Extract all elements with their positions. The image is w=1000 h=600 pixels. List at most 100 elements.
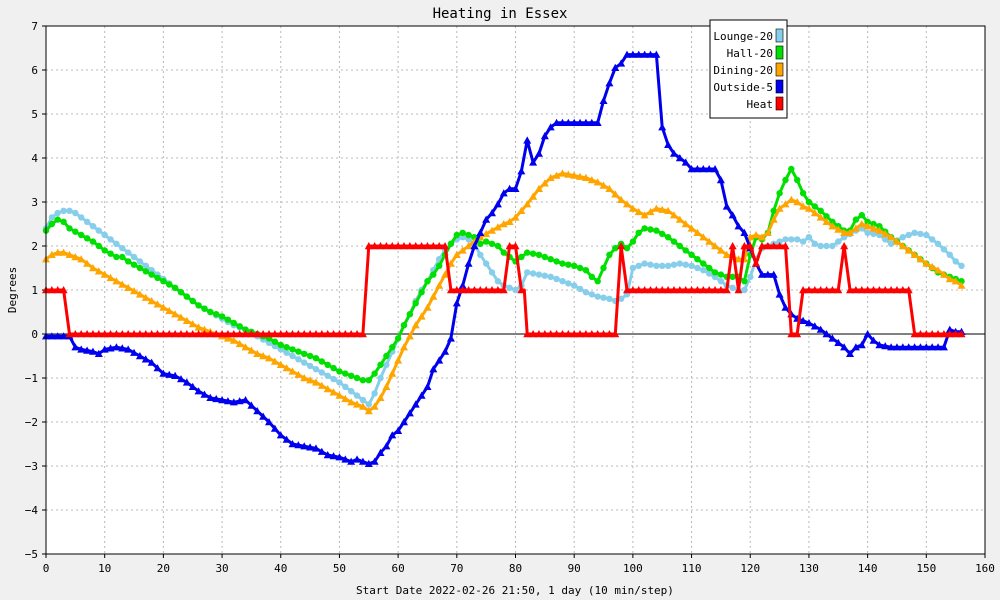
data-point <box>623 245 631 252</box>
x-tick-label: 150 <box>916 562 936 575</box>
data-point <box>581 118 590 126</box>
data-point <box>348 372 355 379</box>
data-point <box>529 158 538 166</box>
data-point <box>171 371 180 379</box>
data-point <box>576 285 584 293</box>
data-point <box>728 211 737 219</box>
data-point <box>453 231 460 239</box>
data-point <box>729 273 736 280</box>
data-point <box>235 397 244 405</box>
data-point <box>271 338 279 345</box>
data-point <box>681 220 690 228</box>
data-point <box>236 323 243 330</box>
data-point <box>464 242 473 250</box>
data-point <box>482 215 491 223</box>
data-point <box>822 330 831 338</box>
data-point <box>182 330 191 338</box>
data-point <box>276 360 285 368</box>
data-point <box>553 275 560 283</box>
data-point <box>136 264 144 272</box>
data-point <box>623 200 632 208</box>
y-axis-label: Degrees <box>6 267 19 313</box>
data-point <box>341 394 350 403</box>
data-point <box>100 330 109 338</box>
data-point <box>816 286 825 294</box>
data-point <box>83 235 91 242</box>
data-point <box>763 242 772 250</box>
data-point <box>488 269 496 276</box>
data-point <box>212 330 221 338</box>
data-point <box>828 286 837 294</box>
data-point <box>176 375 185 383</box>
data-point <box>652 50 661 58</box>
legend-label: Lounge-20 <box>713 30 773 43</box>
data-point <box>135 290 144 298</box>
data-point <box>358 330 367 338</box>
data-point <box>600 294 607 301</box>
data-point <box>834 286 843 294</box>
x-tick-label: 30 <box>215 562 228 575</box>
data-point <box>659 230 666 238</box>
data-point <box>787 195 796 203</box>
data-point <box>488 286 497 294</box>
data-point <box>277 346 284 353</box>
data-point <box>382 382 391 390</box>
data-point <box>247 330 256 338</box>
data-point <box>364 459 373 467</box>
data-point <box>171 330 180 338</box>
data-point <box>429 242 438 250</box>
data-point <box>348 388 355 395</box>
data-point <box>606 251 613 258</box>
data-point <box>951 330 960 338</box>
data-point <box>318 369 325 376</box>
data-point <box>540 330 549 338</box>
data-point <box>729 284 736 291</box>
data-point <box>581 330 590 338</box>
data-point <box>48 220 56 228</box>
data-point <box>142 262 149 269</box>
data-point <box>113 253 120 261</box>
data-point <box>94 349 103 357</box>
data-point <box>675 286 684 294</box>
data-point <box>194 323 203 331</box>
data-point <box>876 223 883 230</box>
data-point <box>864 218 871 225</box>
data-point <box>605 79 614 87</box>
data-point <box>194 387 203 395</box>
data-point <box>212 394 221 403</box>
data-point <box>323 330 332 338</box>
data-point <box>300 442 309 450</box>
y-tick-label: 1 <box>31 284 38 297</box>
data-point <box>370 242 379 250</box>
data-point <box>593 118 602 126</box>
data-point <box>83 218 91 225</box>
data-point <box>769 242 778 250</box>
data-point <box>711 273 719 280</box>
data-point <box>524 249 531 256</box>
data-point <box>558 118 567 126</box>
data-point <box>130 348 139 356</box>
data-point <box>716 176 725 184</box>
data-point <box>218 396 227 404</box>
data-point <box>553 258 560 265</box>
data-point <box>72 209 79 217</box>
x-tick-label: 120 <box>740 562 760 575</box>
data-point <box>476 286 485 294</box>
data-point <box>364 242 373 250</box>
data-point <box>324 372 331 379</box>
data-point <box>664 140 673 148</box>
data-point <box>675 215 684 223</box>
data-point <box>857 341 866 349</box>
legend-label: Dining-20 <box>713 64 773 77</box>
data-point <box>558 169 567 177</box>
data-point <box>517 286 526 294</box>
data-point <box>606 295 613 302</box>
data-point <box>628 286 637 294</box>
data-point <box>317 381 326 389</box>
x-tick-label: 0 <box>43 562 50 575</box>
data-point <box>329 388 338 396</box>
data-point <box>382 442 391 450</box>
data-point <box>869 286 878 294</box>
data-point <box>535 251 543 258</box>
data-point <box>512 286 519 294</box>
